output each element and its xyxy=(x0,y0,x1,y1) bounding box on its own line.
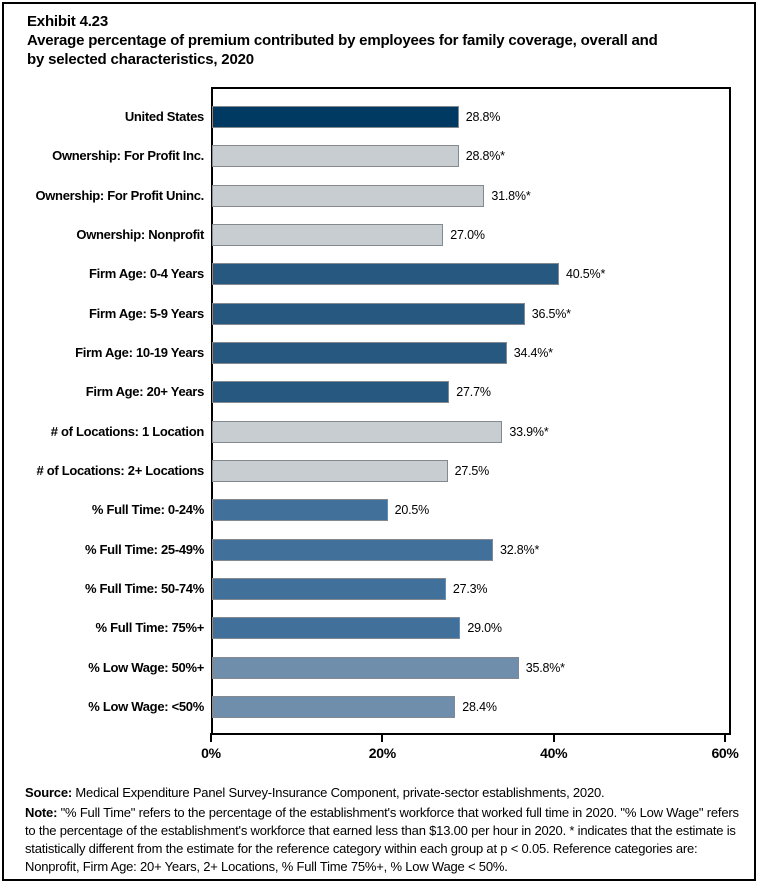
bar-row: # of Locations: 1 Location 33.9%* xyxy=(0,420,758,443)
value-label: 27.3% xyxy=(452,582,488,596)
bar-row: % Full Time: 75%+ 29.0% xyxy=(0,617,758,640)
bar-row: # of Locations: 2+ Locations 27.5% xyxy=(0,460,758,482)
title-line-1: Average percentage of premium contribute… xyxy=(27,32,658,49)
bar-row: Firm Age: 5-9 Years 36.5%* xyxy=(0,302,758,325)
value-label: 33.9%* xyxy=(509,424,549,439)
chart-title: Exhibit 4.23 Average percentage of premi… xyxy=(27,12,737,69)
value-label: 40.5%* xyxy=(566,267,606,282)
value-label: 27.0% xyxy=(450,228,485,242)
bar-row: Firm Age: 0-4 Years 40.5%* xyxy=(0,263,758,286)
x-axis-tick xyxy=(381,733,384,742)
category-label: Firm Age: 5-9 Years xyxy=(89,305,204,321)
bar-row: Firm Age: 20+ Years 27.7% xyxy=(0,381,758,404)
footnotes: Source: Medical Expenditure Panel Survey… xyxy=(25,784,739,878)
category-label: United States xyxy=(124,109,204,124)
note-text: "% Full Time" refers to the percentage o… xyxy=(25,805,739,874)
category-label: % Full Time: 0-24% xyxy=(91,502,204,518)
value-label: 32.8%* xyxy=(500,542,540,557)
source-label: Source: xyxy=(25,785,73,800)
bar xyxy=(212,617,461,640)
bar xyxy=(212,106,459,128)
bar-row: United States 28.8% xyxy=(0,106,758,128)
bar xyxy=(212,578,446,600)
bar xyxy=(212,302,525,325)
value-label: 28.8%* xyxy=(465,149,505,164)
bar xyxy=(212,656,519,679)
x-axis-tick-label: 40% xyxy=(540,745,568,761)
bar-row: % Full Time: 50-74% 27.3% xyxy=(0,578,758,600)
value-label: 35.8%* xyxy=(525,660,565,675)
value-label: 28.4% xyxy=(462,699,497,714)
bar-row: % Low Wage: 50%+ 35.8%* xyxy=(0,656,758,679)
x-axis-tick-label: 60% xyxy=(711,745,739,761)
category-label: % Full Time: 25-49% xyxy=(84,541,204,557)
bar xyxy=(212,342,507,364)
bar-row: Firm Age: 10-19 Years 34.4%* xyxy=(0,342,758,364)
bar-row: Ownership: For Profit Uninc. 31.8%* xyxy=(0,184,758,207)
bar-row: Ownership: For Profit Inc. 28.8%* xyxy=(0,145,758,168)
value-label: 34.4%* xyxy=(513,346,553,360)
x-axis-tick xyxy=(552,733,555,742)
category-label: Firm Age: 20+ Years xyxy=(85,384,205,400)
x-axis-tick xyxy=(724,733,726,742)
bar-row: Ownership: Nonprofit 27.0% xyxy=(0,224,758,246)
bar xyxy=(212,184,485,207)
bar xyxy=(212,695,456,718)
value-label: 27.5% xyxy=(454,464,490,478)
category-label: % Low Wage: <50% xyxy=(88,698,204,714)
note-label: Note: xyxy=(25,805,58,820)
category-label: Firm Age: 10-19 Years xyxy=(75,345,204,360)
category-label: Ownership: Nonprofit xyxy=(76,227,204,242)
source-note: Source: Medical Expenditure Panel Survey… xyxy=(25,784,739,802)
source-text: Medical Expenditure Panel Survey-Insuran… xyxy=(72,785,605,800)
bar xyxy=(212,224,444,246)
bar-row: % Full Time: 0-24% 20.5% xyxy=(0,499,758,522)
value-label: 27.7% xyxy=(456,385,491,400)
category-label: # of Locations: 1 Location xyxy=(50,423,205,439)
title-line-2: by selected characteristics, 2020 xyxy=(27,51,254,68)
exhibit-number: Exhibit 4.23 xyxy=(27,13,108,30)
value-label: 28.8% xyxy=(465,110,501,124)
value-label: 29.0% xyxy=(467,621,502,636)
bar xyxy=(212,145,459,168)
category-label: % Full Time: 50-74% xyxy=(84,581,204,596)
bar-chart: United States 28.8% Ownership: For Profit … xyxy=(0,87,758,777)
bar xyxy=(212,420,503,443)
x-axis-tick-label: 20% xyxy=(368,745,396,761)
category-label: % Low Wage: 50%+ xyxy=(88,659,204,675)
category-label: Firm Age: 0-4 Years xyxy=(89,266,204,282)
value-label: 36.5%* xyxy=(531,306,571,321)
value-label: 31.8%* xyxy=(491,188,531,203)
value-label: 20.5% xyxy=(394,503,430,518)
bar-row: % Full Time: 25-49% 32.8%* xyxy=(0,538,758,561)
bar-row: % Low Wage: <50% 28.4% xyxy=(0,695,758,718)
category-label: Ownership: For Profit Inc. xyxy=(52,148,204,164)
category-label: % Full Time: 75%+ xyxy=(95,620,205,636)
category-label: # of Locations: 2+ Locations xyxy=(36,463,205,478)
bar xyxy=(212,263,559,286)
category-label: Ownership: For Profit Uninc. xyxy=(35,187,204,203)
bar xyxy=(212,538,493,561)
bar xyxy=(212,460,448,482)
bar xyxy=(212,381,450,404)
note: Note: "% Full Time" refers to the percen… xyxy=(25,804,739,876)
x-axis-tick xyxy=(210,733,212,742)
x-axis-tick-label: 0% xyxy=(201,745,221,761)
bar xyxy=(212,499,388,522)
